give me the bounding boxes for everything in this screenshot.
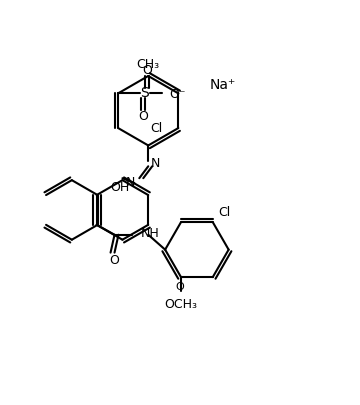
Text: N: N <box>150 157 160 170</box>
Text: Cl: Cl <box>219 206 231 219</box>
Text: O: O <box>138 110 148 123</box>
Text: OCH₃: OCH₃ <box>165 298 198 311</box>
Text: CH₃: CH₃ <box>137 58 160 70</box>
Text: O: O <box>176 282 184 292</box>
Text: Na⁺: Na⁺ <box>210 79 236 92</box>
Text: NH: NH <box>140 227 159 240</box>
Text: O: O <box>142 64 152 77</box>
Text: Cl: Cl <box>150 122 162 134</box>
Text: S: S <box>141 86 149 100</box>
Text: O: O <box>109 254 120 267</box>
Text: OH: OH <box>111 181 130 194</box>
Text: O⁻: O⁻ <box>169 88 185 101</box>
Text: N: N <box>126 176 135 189</box>
